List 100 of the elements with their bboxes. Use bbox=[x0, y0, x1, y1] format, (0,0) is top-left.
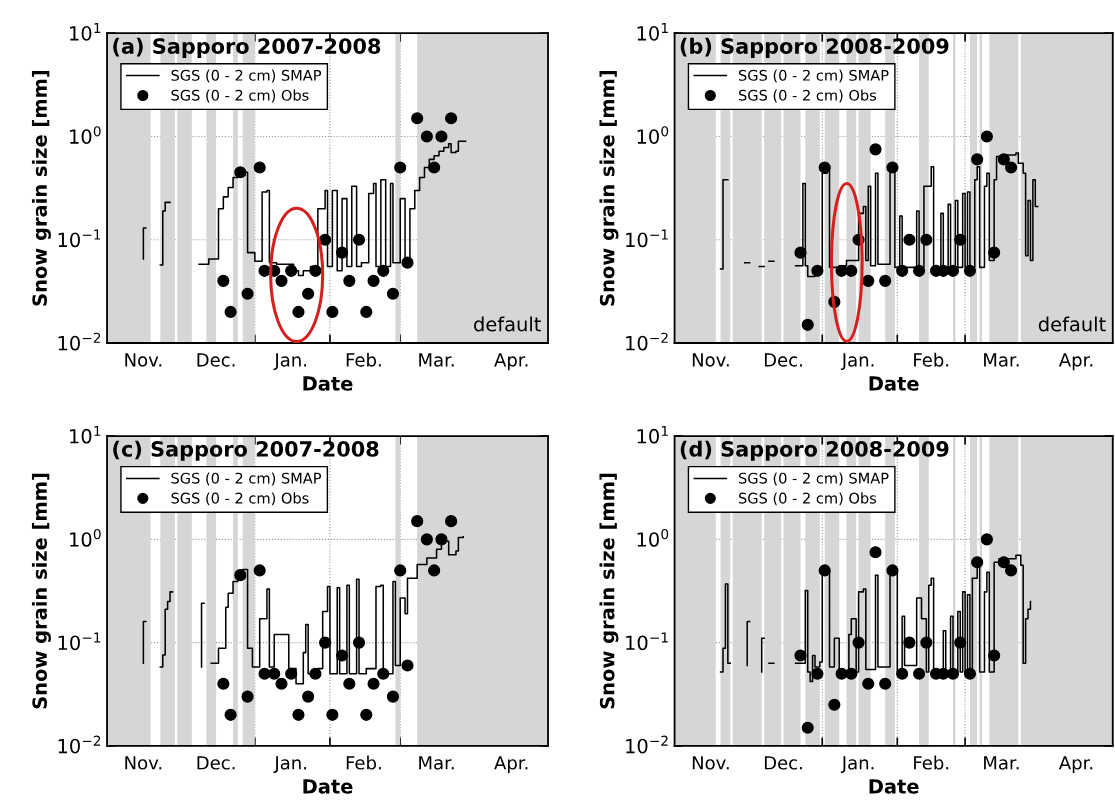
x-tick-label: Dec. bbox=[197, 756, 235, 770]
legend-label: SGS (0 - 2 cm) SMAP bbox=[171, 69, 322, 83]
x-tick-label: Apr. bbox=[1058, 756, 1093, 774]
point bbox=[435, 533, 448, 546]
x-tick-label: Mar. bbox=[984, 756, 1019, 770]
point bbox=[377, 264, 390, 277]
point bbox=[224, 305, 237, 318]
y-tick-label: 10$^{−2}$ bbox=[626, 332, 668, 351]
point bbox=[920, 233, 933, 246]
point bbox=[394, 161, 407, 174]
point bbox=[913, 264, 926, 277]
point bbox=[980, 533, 993, 546]
point bbox=[411, 515, 424, 528]
x-tick-label: Dec. bbox=[197, 353, 235, 367]
point bbox=[420, 130, 433, 143]
point bbox=[862, 677, 875, 690]
point bbox=[377, 667, 390, 680]
x-axis-title: Date bbox=[869, 779, 919, 794]
point bbox=[801, 721, 814, 734]
y-tick-label: 10$^{−2}$ bbox=[58, 332, 101, 351]
x-tick-label: Jan. bbox=[840, 353, 874, 371]
point bbox=[997, 153, 1010, 166]
point bbox=[394, 564, 407, 577]
point bbox=[954, 636, 967, 649]
point bbox=[326, 708, 339, 721]
chart-title: (b) Sapporo 2008-2009 bbox=[680, 37, 949, 58]
point bbox=[319, 636, 332, 649]
x-tick-label: Apr. bbox=[494, 353, 528, 371]
annotation: default bbox=[474, 316, 541, 332]
point bbox=[818, 564, 831, 577]
point bbox=[275, 677, 288, 690]
point bbox=[335, 246, 349, 259]
point bbox=[852, 636, 865, 649]
y-tick-label: 10$^{1}$ bbox=[70, 425, 101, 444]
point bbox=[794, 246, 807, 259]
point bbox=[234, 166, 247, 179]
annotation: default bbox=[1038, 316, 1106, 332]
point bbox=[818, 161, 831, 174]
point bbox=[360, 708, 373, 721]
point bbox=[217, 677, 230, 690]
x-tick-label: Feb. bbox=[914, 755, 949, 770]
x-axis-title: Date bbox=[869, 376, 919, 391]
point bbox=[896, 667, 909, 680]
y-tick-label: 10$^{1}$ bbox=[637, 23, 668, 41]
point bbox=[428, 564, 441, 577]
point bbox=[828, 698, 841, 711]
point bbox=[879, 274, 892, 287]
point bbox=[411, 112, 424, 125]
point bbox=[428, 161, 441, 174]
point bbox=[980, 130, 993, 143]
y-axis-title: Snow grain size [mm] bbox=[599, 70, 619, 306]
x-tick-label: Jan. bbox=[273, 756, 307, 773]
y-tick-label: 10$^{−1}$ bbox=[58, 229, 101, 248]
x-tick-label: Feb. bbox=[346, 755, 381, 770]
y-tick-label: 10$^{−2}$ bbox=[58, 735, 101, 754]
point bbox=[292, 305, 305, 318]
legend-label: SGS (0 - 2 cm) SMAP bbox=[738, 472, 889, 486]
point bbox=[420, 533, 433, 546]
point bbox=[896, 264, 909, 277]
point bbox=[268, 667, 281, 680]
x-tick-label: Nov. bbox=[692, 756, 729, 770]
point bbox=[253, 564, 266, 577]
x-tick-label: Apr. bbox=[1058, 353, 1093, 371]
point bbox=[869, 546, 882, 559]
point bbox=[794, 649, 807, 662]
point bbox=[920, 636, 933, 649]
legend-label: SGS (0 - 2 cm) Obs bbox=[738, 89, 877, 103]
point bbox=[954, 233, 967, 246]
x-tick-label: Jan. bbox=[273, 353, 307, 371]
point bbox=[217, 274, 230, 287]
point bbox=[886, 161, 899, 174]
x-tick-label: Jan. bbox=[840, 756, 874, 773]
x-tick-label: Dec. bbox=[764, 353, 802, 367]
point bbox=[343, 677, 356, 690]
point bbox=[275, 274, 288, 287]
point bbox=[879, 677, 892, 690]
point bbox=[886, 564, 899, 577]
point bbox=[401, 256, 414, 269]
point bbox=[302, 287, 315, 300]
point bbox=[401, 659, 414, 672]
point bbox=[988, 246, 1001, 259]
point bbox=[997, 556, 1010, 569]
x-tick-label: Nov. bbox=[692, 353, 729, 367]
point bbox=[285, 264, 298, 277]
x-tick-label: Mar. bbox=[419, 756, 454, 770]
point bbox=[241, 690, 254, 703]
point bbox=[811, 667, 824, 680]
legend-label: SGS (0 - 2 cm) Obs bbox=[738, 492, 877, 506]
legend-label: SGS (0 - 2 cm) SMAP bbox=[738, 69, 889, 83]
y-axis-title: Snow grain size [mm] bbox=[31, 473, 51, 709]
point bbox=[963, 264, 977, 277]
point bbox=[234, 569, 247, 582]
y-axis-title: Snow grain size [mm] bbox=[599, 473, 619, 709]
point bbox=[1005, 564, 1018, 577]
point bbox=[335, 649, 349, 662]
x-tick-label: Mar. bbox=[419, 353, 454, 367]
point bbox=[801, 318, 814, 331]
legend-label: SGS (0 - 2 cm) Obs bbox=[171, 89, 309, 103]
y-tick-label: 10$^{0}$ bbox=[637, 529, 669, 547]
point bbox=[367, 274, 380, 287]
